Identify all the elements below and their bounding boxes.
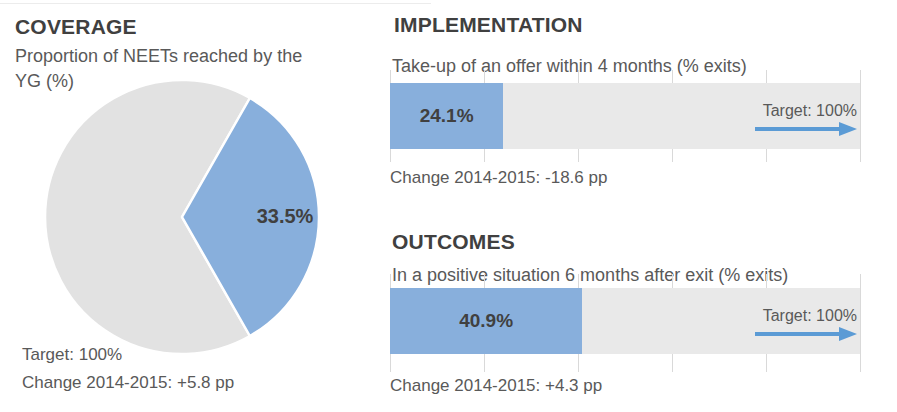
implementation-track: 24.1% Target: 100% xyxy=(390,83,860,149)
gridline-100 xyxy=(860,70,861,162)
outcomes-target-group: Target: 100% xyxy=(755,306,857,341)
outcomes-value-bar: 40.9% xyxy=(390,288,582,354)
coverage-change-label: Change 2014-2015: +5.8 pp xyxy=(22,374,234,391)
gridline-100 xyxy=(860,274,861,372)
yg-dashboard: COVERAGE Proportion of NEETs reached by … xyxy=(0,0,897,412)
implementation-target-group: Target: 100% xyxy=(755,101,857,136)
chart-top-border xyxy=(0,3,431,4)
outcomes-title: OUTCOMES xyxy=(392,231,515,252)
implementation-value-bar: 24.1% xyxy=(390,83,503,149)
implementation-value-label: 24.1% xyxy=(420,105,474,127)
outcomes-plot-area: 40.9% Target: 100% xyxy=(390,274,860,372)
pie-value-label: 33.5% xyxy=(246,206,324,226)
outcomes-track: 40.9% Target: 100% xyxy=(390,288,860,354)
outcomes-change-label: Change 2014-2015: +4.3 pp xyxy=(390,377,602,394)
target-arrow-icon xyxy=(755,327,857,341)
implementation-plot-area: 24.1% Target: 100% xyxy=(390,70,860,162)
target-arrow-icon xyxy=(755,122,857,136)
implementation-target-label: Target: 100% xyxy=(763,101,857,120)
implementation-title: IMPLEMENTATION xyxy=(394,14,583,35)
implementation-change-label: Change 2014-2015: -18.6 pp xyxy=(390,169,607,186)
outcomes-target-label: Target: 100% xyxy=(763,306,857,325)
coverage-title: COVERAGE xyxy=(15,16,137,37)
coverage-target-label: Target: 100% xyxy=(22,346,122,363)
outcomes-value-label: 40.9% xyxy=(459,310,513,332)
